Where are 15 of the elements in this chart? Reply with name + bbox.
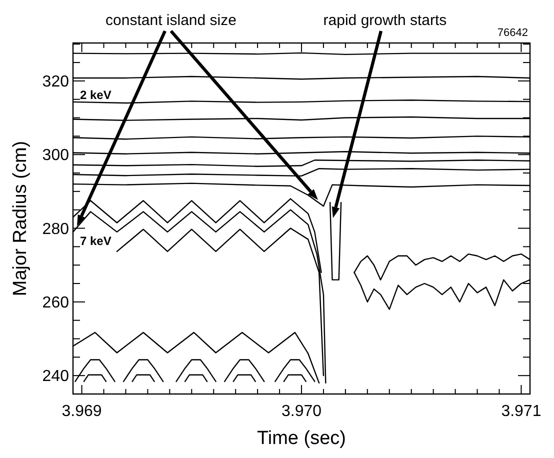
x-tick-label: 3.970 [281,403,322,420]
y-tick-label: 280 [42,220,70,238]
y-axis-title: Major Radius (cm) [10,140,31,296]
x-tick-label: 3.969 [62,403,102,420]
text: constant island size [106,12,236,29]
y-tick-label: 320 [42,74,70,91]
x-axis-title: Time (sec) [256,428,346,449]
annotation: 2 keV [80,88,112,102]
text: rapid growth starts [323,12,447,29]
y-tick-label: 240 [42,368,70,386]
y-tick-label: 260 [42,294,70,312]
text: 76642 [497,27,528,39]
x-tick-label: 3.971 [501,403,542,420]
annotation: 7 keV [80,234,112,248]
y-tick-label: 300 [42,147,70,164]
